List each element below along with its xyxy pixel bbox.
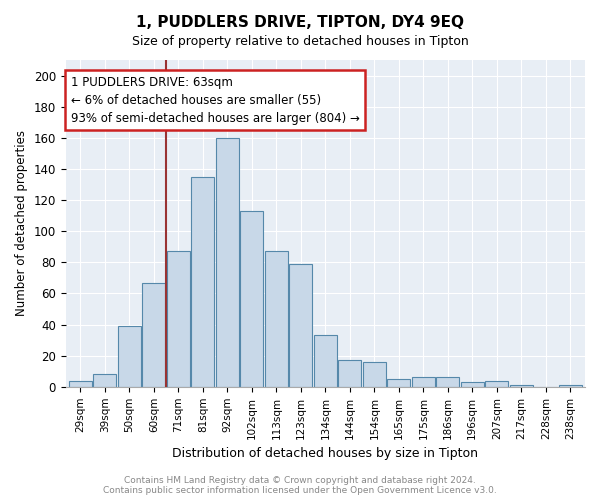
Bar: [338, 360, 361, 387]
Bar: [142, 282, 166, 387]
Bar: [118, 326, 141, 387]
Bar: [191, 176, 214, 387]
Bar: [485, 380, 508, 387]
Text: 1, PUDDLERS DRIVE, TIPTON, DY4 9EQ: 1, PUDDLERS DRIVE, TIPTON, DY4 9EQ: [136, 15, 464, 30]
Bar: [509, 386, 533, 387]
Bar: [362, 362, 386, 387]
Bar: [240, 211, 263, 387]
Bar: [93, 374, 116, 387]
Bar: [289, 264, 313, 387]
Bar: [387, 379, 410, 387]
Bar: [412, 378, 435, 387]
Text: Size of property relative to detached houses in Tipton: Size of property relative to detached ho…: [131, 35, 469, 48]
Bar: [69, 380, 92, 387]
Bar: [436, 378, 460, 387]
Y-axis label: Number of detached properties: Number of detached properties: [15, 130, 28, 316]
Text: Contains HM Land Registry data © Crown copyright and database right 2024.
Contai: Contains HM Land Registry data © Crown c…: [103, 476, 497, 495]
Bar: [461, 382, 484, 387]
Bar: [559, 386, 582, 387]
X-axis label: Distribution of detached houses by size in Tipton: Distribution of detached houses by size …: [172, 447, 478, 460]
Bar: [167, 252, 190, 387]
Bar: [314, 336, 337, 387]
Text: 1 PUDDLERS DRIVE: 63sqm
← 6% of detached houses are smaller (55)
93% of semi-det: 1 PUDDLERS DRIVE: 63sqm ← 6% of detached…: [71, 76, 359, 124]
Bar: [216, 138, 239, 387]
Bar: [265, 252, 288, 387]
